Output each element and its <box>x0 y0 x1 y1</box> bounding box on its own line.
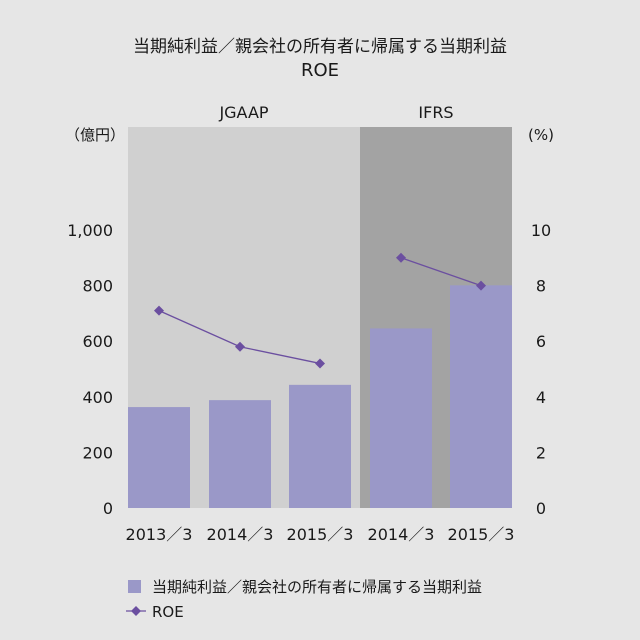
legend-line-label: ROE <box>152 603 184 621</box>
left-tick-label: 400 <box>82 388 113 407</box>
roe-point <box>476 280 486 291</box>
chart-title: 当期純利益／親会社の所有者に帰属する当期利益 <box>133 37 507 57</box>
left-tick-label: 0 <box>103 499 113 518</box>
right-tick-label: 8 <box>536 277 546 296</box>
legend-bar-label: 当期純利益／親会社の所有者に帰属する当期利益 <box>152 578 482 596</box>
x-tick-label: 2015／3 <box>287 525 354 544</box>
right-tick-label: 2 <box>536 443 546 462</box>
right-tick-label: 0 <box>536 499 546 518</box>
x-tick-label: 2013／3 <box>126 525 193 544</box>
right-tick-label: 10 <box>531 221 551 240</box>
legend-line-marker <box>131 606 141 616</box>
period-label: IFRS <box>418 103 453 122</box>
left-tick-label: 200 <box>82 443 113 462</box>
right-tick-label: 6 <box>536 332 546 351</box>
x-tick-label: 2015／3 <box>448 525 515 544</box>
chart-subtitle: ROE <box>300 60 340 81</box>
roe-point <box>235 341 245 352</box>
roe-line <box>400 257 482 287</box>
bar <box>370 328 432 508</box>
legend-bar-swatch <box>128 580 141 593</box>
x-tick-label: 2014／3 <box>207 525 274 544</box>
right-tick-label: 4 <box>536 388 546 407</box>
x-tick-label: 2014／3 <box>368 525 435 544</box>
roe-point <box>396 252 406 263</box>
period-label: JGAAP <box>218 103 268 122</box>
left-tick-label: 800 <box>82 277 113 296</box>
left-tick-label: 600 <box>82 332 113 351</box>
bar <box>128 407 190 508</box>
bar <box>450 285 512 508</box>
roe-point <box>154 305 164 316</box>
left-axis-unit: （億円） <box>65 126 125 144</box>
right-axis-unit: (%) <box>528 126 554 144</box>
roe-point <box>315 358 325 369</box>
bar <box>209 400 271 508</box>
bar <box>289 384 351 508</box>
left-tick-label: 1,000 <box>67 221 113 240</box>
